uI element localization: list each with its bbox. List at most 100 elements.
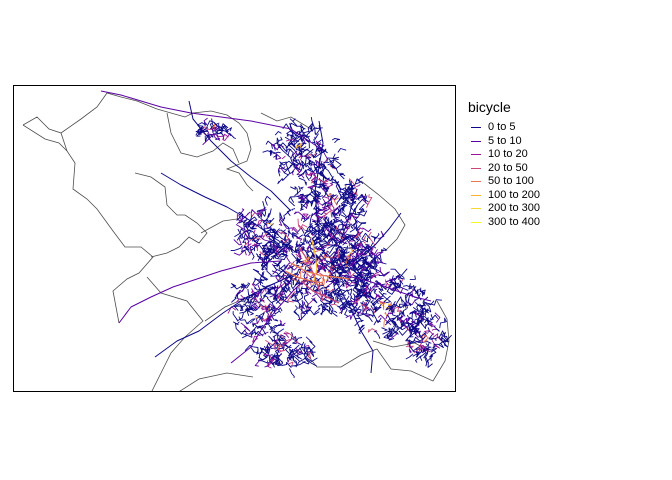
route-segment [307,167,314,173]
route-segment [281,155,286,160]
route-segment [425,341,430,347]
route-segment [427,327,431,333]
route-segment [286,260,295,270]
route-segment [353,194,358,199]
route-segment [202,135,212,146]
route-segment [282,280,288,291]
route-segment [297,198,305,204]
route-segment [347,270,351,279]
route-segment [420,332,427,338]
route-segment [407,336,421,345]
route-segment [275,142,288,153]
route-segment [408,348,412,354]
legend-swatch [471,194,481,196]
route-segment [295,348,303,355]
route-segment [243,237,261,247]
route-segment [254,315,258,319]
route-segment [265,222,272,229]
route-segment [317,238,324,246]
route-segment [289,347,301,355]
route-segment [279,229,288,235]
route-segment [315,169,324,181]
route-segment [392,305,395,313]
route-segment [356,308,362,316]
route-segment [266,358,275,369]
route-segment [265,342,279,349]
route-segment [251,301,258,310]
route-segment [259,345,267,351]
route-segment [278,307,283,312]
route-segment [374,288,378,293]
route-segment [266,297,278,303]
route-segment [277,344,286,352]
route-segment [398,278,404,282]
route-segment [320,160,323,167]
route-segment [337,148,347,153]
route-segment [350,222,357,229]
route-segment [407,321,414,328]
route-segment [307,351,312,359]
route-segment [297,169,307,178]
route-segment [358,324,365,331]
route-segment [295,353,309,368]
route-segment [281,283,291,290]
route-segment [247,222,254,229]
route-segment [305,135,311,149]
route-segment [390,327,395,336]
route-segment [268,354,276,361]
zone-boundary [150,214,208,258]
route-segment [270,274,284,278]
route-segment [327,267,334,274]
route-segment [278,334,286,340]
route-segment [413,285,420,297]
route-segment [305,357,318,362]
route-segment [218,126,224,134]
route-segment [245,237,250,249]
route-segment [324,293,333,305]
route-segment [275,152,282,160]
route-segment [284,253,291,269]
route-segment [422,300,435,306]
route-segment [314,166,320,172]
route-segment [290,247,294,254]
route-segment [342,277,356,287]
route-segment [289,368,295,379]
route-segment [245,215,253,224]
route-segment [430,314,439,321]
route-segment [195,128,202,133]
route-segment [297,311,306,320]
route-segment [321,174,330,180]
route-segment [401,317,411,323]
route-segment [269,325,273,334]
route-segment [369,249,378,259]
route-segment [386,286,397,295]
legend-label: 20 to 50 [488,161,528,174]
route-segment [340,232,357,240]
route-segment [298,304,300,310]
route-segment [336,239,348,245]
route-segment [427,319,433,327]
route-segment [251,288,257,294]
route-segment [332,153,340,160]
route-segment [347,252,354,257]
route-segment [268,241,278,251]
route-segment [337,288,348,294]
route-segment [311,235,317,244]
route-segment [291,232,294,239]
route-segment [340,202,345,208]
route-segment [281,361,292,368]
route-segment [314,246,327,250]
route-segment [221,124,229,130]
route-segment [425,346,432,348]
route-segment [307,306,320,316]
route-segment [268,217,275,224]
route-segment [322,163,333,177]
route-segment [294,244,299,252]
route-segment [348,179,355,190]
route-segment [295,142,303,149]
route-segment [262,150,273,153]
route-segment [239,304,244,312]
route-segment [418,332,424,340]
route-segment [365,284,379,295]
route-segment [279,342,292,350]
